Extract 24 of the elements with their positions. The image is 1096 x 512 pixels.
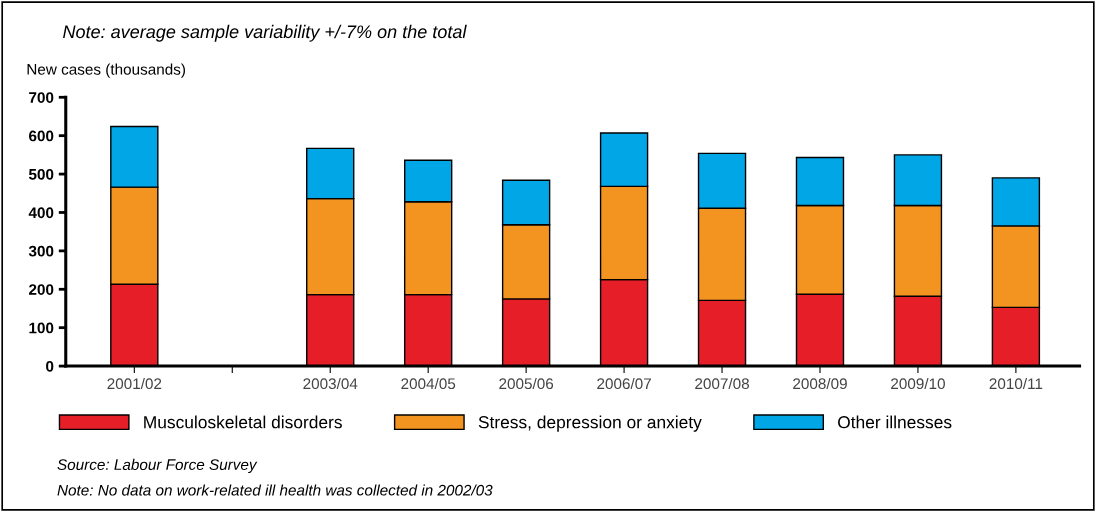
x-tick-label: 2007/08	[695, 377, 749, 390]
x-tick-label: 2003/04	[303, 377, 358, 390]
x-tick-label: 2001/02	[107, 377, 162, 390]
y-tick-label: 600	[29, 130, 54, 142]
x-tick-label: 2006/07	[597, 377, 651, 390]
legend-label: Musculoskeletal disorders	[144, 415, 342, 429]
x-tick-label: 2008/09	[793, 377, 847, 390]
x-tick-label: 2010/11	[989, 377, 1043, 390]
y-axis-title: New cases (thousands)	[27, 63, 185, 78]
x-tick-label: 2009/10	[891, 377, 945, 390]
legend-label: Stress, depression or anxiety	[478, 415, 702, 432]
y-tick-label: 0	[46, 360, 54, 372]
y-tick-label: 500	[28, 168, 54, 180]
x-tick-label: 2005/06	[499, 377, 554, 390]
x-tick-label: 2004/05	[401, 377, 456, 390]
y-tick-label: 200	[29, 284, 54, 295]
y-tick-label: 700	[29, 92, 54, 103]
y-tick-label: 100	[29, 322, 54, 334]
text: Note: No data on work-related ill health was collected in 2002/03	[57, 484, 493, 496]
source-note: Source: Labour Force Survey	[57, 458, 258, 474]
legend-label: Other illnesses	[838, 415, 952, 429]
chart-title: Note: average sample variability +/-7% on the total	[63, 24, 467, 42]
y-tick-label: 400	[28, 207, 54, 219]
y-tick-label: 300	[28, 245, 54, 257]
